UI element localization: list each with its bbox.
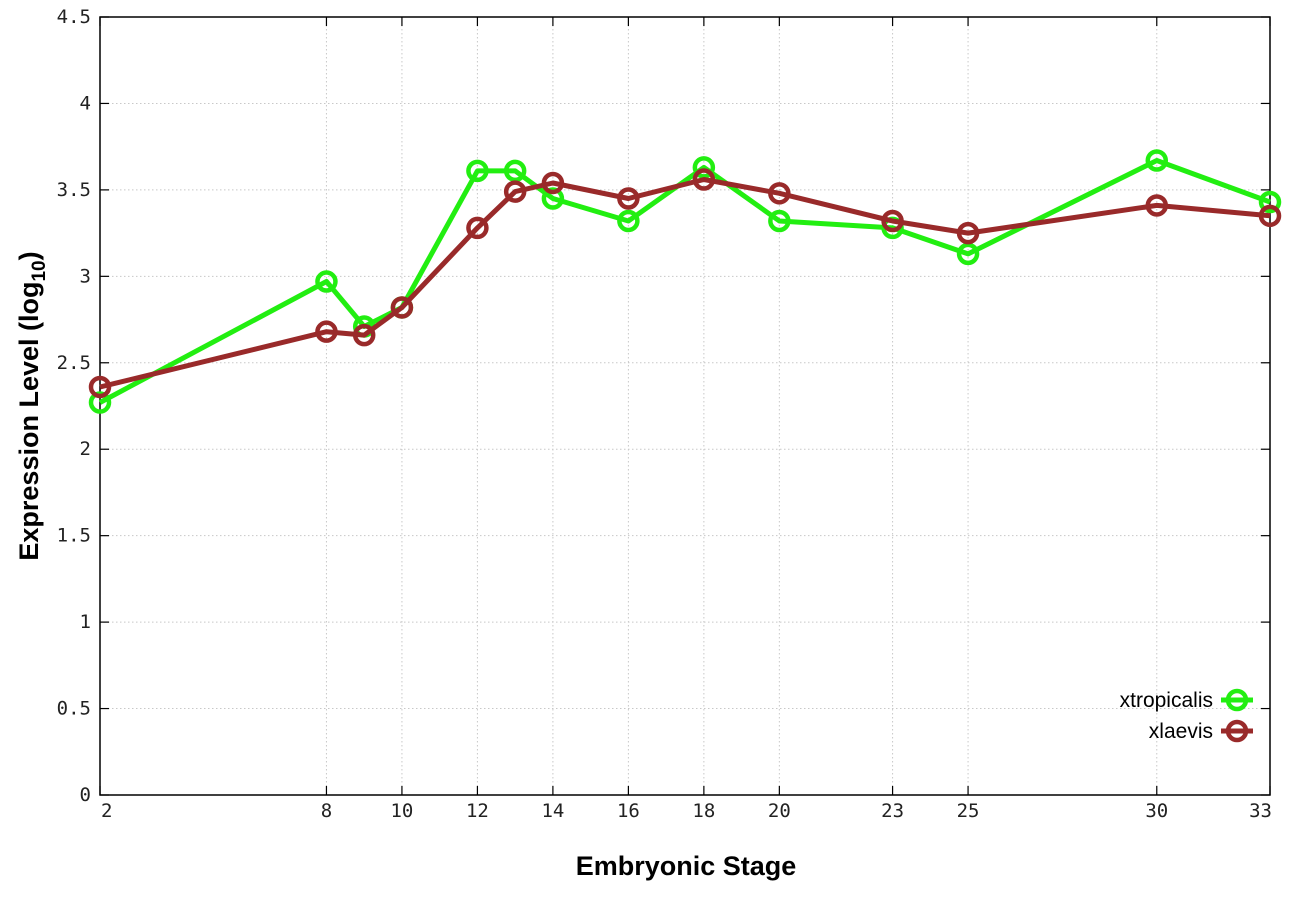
x-tick-label: 18	[692, 800, 715, 822]
y-tick-label: 0	[80, 784, 91, 806]
data-point-xlaevis	[617, 187, 640, 210]
x-tick-label: 16	[617, 800, 640, 822]
data-point-xtropicalis	[768, 209, 791, 233]
x-tick-label: 33	[1249, 800, 1272, 822]
x-tick-label: 23	[881, 800, 904, 822]
y-tick-label: 0.5	[57, 698, 91, 720]
x-tick-label: 14	[541, 800, 564, 822]
legend-marker-xtropicalis	[1225, 688, 1249, 712]
y-axis-title-close: )	[14, 251, 44, 260]
data-point-xlaevis	[503, 180, 527, 203]
data-point-xlaevis	[881, 209, 904, 233]
y-tick-label: 4.5	[57, 6, 91, 28]
data-point-xtropicalis	[1145, 149, 1169, 172]
data-point-xlaevis	[352, 323, 376, 347]
data-point-xlaevis	[88, 375, 112, 399]
data-point-xlaevis	[466, 216, 489, 240]
data-point-xlaevis	[956, 221, 980, 245]
data-point-xtropicalis	[315, 270, 338, 293]
x-tick-label: 20	[768, 800, 791, 822]
legend-label-xlaevis: xlaevis	[1149, 720, 1213, 743]
y-tick-label: 2	[80, 438, 91, 460]
data-point-xtropicalis	[541, 187, 565, 210]
data-point-xtropicalis	[617, 209, 640, 233]
x-tick-label: 8	[321, 800, 332, 822]
legend: xtropicalis xlaevis	[1120, 688, 1253, 743]
x-tick-label: 10	[390, 800, 413, 822]
y-tick-label: 2.5	[57, 352, 91, 374]
data-point-xtropicalis	[503, 159, 527, 183]
data-series	[88, 149, 1282, 414]
y-tick-label: 1	[80, 611, 91, 633]
y-axis-title-subscript: 10	[29, 260, 50, 281]
y-tick-label: 3	[80, 265, 91, 287]
data-point-xlaevis	[768, 182, 791, 205]
data-point-xtropicalis	[466, 159, 489, 183]
data-point-xtropicalis	[956, 242, 980, 266]
x-tick-label: 2	[101, 800, 112, 822]
series-line-xlaevis	[99, 177, 1271, 390]
data-point-xtropicalis	[88, 391, 112, 414]
grid-lines	[99, 16, 1271, 796]
series-xtropicalis	[88, 149, 1282, 414]
plot-frame	[99, 16, 1271, 796]
data-point-xlaevis	[315, 320, 338, 343]
data-point-xlaevis	[1258, 204, 1282, 228]
axis-ticks: 2 8 10 12 14 16 18 20 23 25 30 33 0 0.5 1 1.5 2 2.5 3 3.5 4 4…	[57, 6, 1272, 822]
legend-marker-xlaevis	[1225, 719, 1249, 743]
y-axis-title: Expression Level (log10)	[14, 251, 50, 560]
x-tick-label: 12	[466, 800, 489, 822]
data-point-xtropicalis	[1258, 190, 1282, 214]
x-tick-label: 25	[957, 800, 980, 822]
y-tick-label: 3.5	[57, 179, 91, 201]
data-point-xtropicalis	[692, 156, 716, 179]
y-tick-label: 1.5	[57, 525, 91, 547]
data-point-xlaevis	[541, 171, 565, 195]
legend-label-xtropicalis: xtropicalis	[1120, 689, 1213, 712]
y-axis-title-main: Expression Level (log	[14, 282, 44, 561]
x-tick-label: 30	[1145, 800, 1168, 822]
x-axis-title: Embryonic Stage	[576, 851, 797, 881]
data-point-xlaevis	[390, 296, 414, 319]
series-line-xtropicalis	[98, 158, 1271, 405]
series-xlaevis	[88, 168, 1282, 399]
data-point-xlaevis	[1145, 194, 1169, 217]
y-tick-label: 4	[80, 92, 91, 114]
data-point-xlaevis	[692, 168, 716, 191]
